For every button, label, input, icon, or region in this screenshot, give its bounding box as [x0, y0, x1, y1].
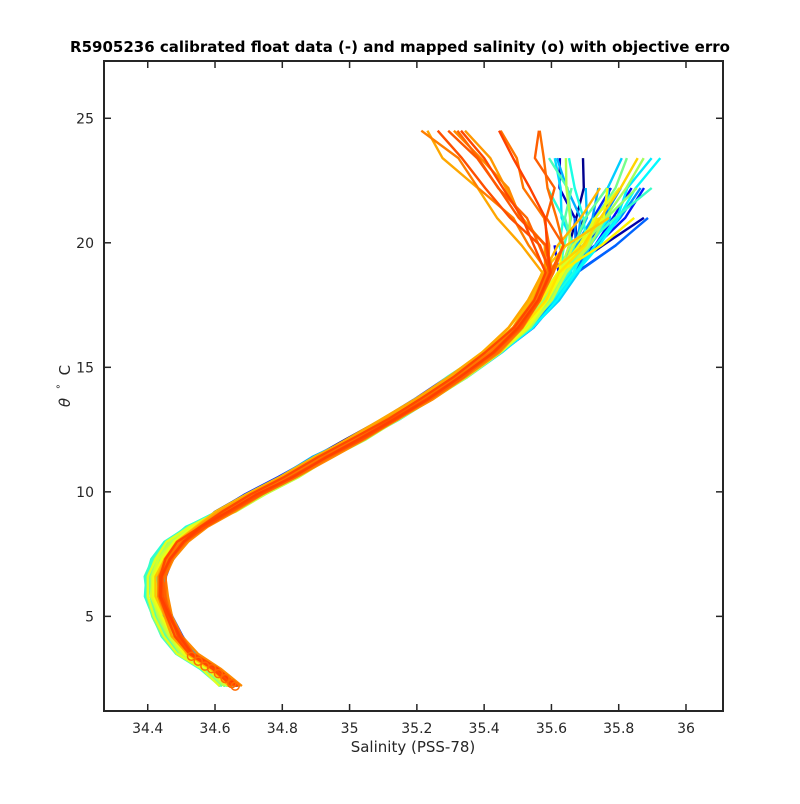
profile-line	[164, 130, 565, 687]
profile-line	[154, 217, 595, 688]
profile-line	[161, 130, 565, 687]
profile-line	[159, 130, 552, 688]
mapped-salinity-point	[206, 663, 217, 674]
profiles-layer	[143, 129, 662, 688]
x-tick-label: 35.8	[603, 721, 634, 737]
y-axis-label-symbol: θ	[56, 398, 74, 407]
x-tick-label: 35.2	[401, 721, 432, 737]
x-tick-label: 34.4	[132, 721, 163, 737]
svg-text:θ ° C: θ ° C	[50, 365, 74, 407]
y-tick-label: 25	[76, 111, 94, 127]
mapped-salinity-point	[220, 673, 230, 684]
profile-line	[145, 187, 608, 688]
profile-line	[163, 216, 649, 688]
y-tick-label: 20	[76, 236, 94, 252]
mapped-salinity-point	[186, 651, 197, 661]
profile-line	[159, 129, 551, 688]
mapped-salinity-point	[213, 668, 224, 679]
profile-line	[154, 245, 560, 687]
profile-line	[156, 217, 577, 687]
axes-frame	[103, 60, 724, 712]
x-tick-label: 35	[341, 721, 359, 737]
profile-line	[159, 129, 552, 687]
profile-line	[161, 157, 582, 687]
profile-line	[158, 129, 547, 687]
x-axis: 34.4 34.6 34.8 35 35.2 35.4 35.6 35.8 36	[132, 61, 695, 737]
profile-line	[150, 158, 572, 687]
profile-line	[156, 187, 600, 688]
profile-line	[158, 130, 551, 688]
x-axis-label: Salinity (PSS-78)	[351, 738, 476, 756]
x-tick-label: 36	[677, 721, 695, 737]
profile-line	[155, 158, 585, 687]
profile-line	[147, 157, 573, 688]
x-tick-label: 34.6	[199, 721, 230, 737]
profile-line	[161, 216, 645, 687]
x-tick-label: 35.4	[469, 721, 500, 737]
profile-line	[155, 187, 613, 688]
profile-line	[151, 187, 609, 688]
chart-title: R5905236 calibrated float data (-) and m…	[70, 38, 730, 56]
profile-line	[149, 217, 601, 687]
y-axis-label-unit: C	[56, 365, 74, 375]
profile-line	[157, 129, 550, 688]
mapped-salinity-point	[193, 656, 203, 666]
profile-line	[156, 217, 586, 688]
profile-line	[159, 245, 563, 687]
mapped-salinity-point	[230, 681, 240, 691]
profile-line	[158, 217, 599, 687]
profile-line	[157, 129, 547, 687]
y-tick-label: 10	[76, 485, 94, 501]
profile-line	[157, 217, 599, 687]
profile-line	[158, 217, 595, 688]
x-tick-label: 34.8	[267, 721, 298, 737]
y-axis: 5 10 15 20 25	[76, 111, 723, 625]
profile-line	[157, 187, 589, 687]
profile-line	[150, 157, 588, 688]
degree-symbol: °	[56, 384, 67, 389]
profile-line	[153, 217, 598, 688]
profile-line	[155, 157, 576, 688]
profile-line	[160, 129, 552, 688]
y-tick-label: 5	[85, 609, 94, 625]
profile-line	[155, 244, 575, 688]
x-tick-label: 35.6	[536, 721, 567, 737]
mapped-salinity-layer	[186, 651, 240, 691]
y-axis-label: θ ° C	[50, 365, 74, 407]
profile-line	[157, 130, 544, 687]
y-tick-label: 15	[76, 360, 94, 376]
